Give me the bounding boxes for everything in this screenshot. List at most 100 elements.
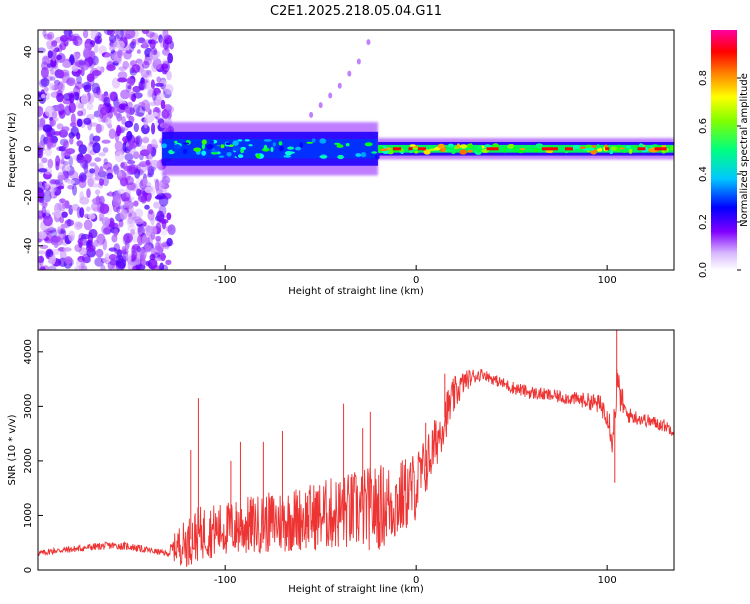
noise-blob	[47, 63, 52, 68]
noise-blob	[125, 30, 136, 39]
x-tick-label: -100	[214, 575, 237, 586]
noise-blob	[66, 77, 76, 87]
signal-blob	[364, 142, 373, 147]
noise-blob	[44, 147, 52, 157]
noise-blob	[83, 84, 92, 93]
noise-blob	[166, 70, 172, 81]
noise-blob	[69, 136, 74, 145]
noise-blob	[104, 52, 114, 61]
signal-blob	[226, 152, 232, 157]
noise-blob	[113, 163, 120, 176]
noise-blob	[59, 198, 66, 203]
noise-blob	[148, 209, 154, 215]
noise-blob	[150, 248, 156, 255]
noise-blob	[108, 128, 116, 139]
signal-blob	[596, 144, 601, 149]
noise-blob	[167, 52, 174, 64]
noise-blob	[141, 259, 147, 266]
noise-blob	[50, 179, 61, 185]
noise-blob	[74, 53, 80, 60]
y-tick-label: 1000	[23, 503, 34, 528]
noise-blob	[146, 69, 152, 75]
hot-spot	[541, 147, 558, 151]
noise-blob	[141, 235, 151, 246]
noise-blob	[99, 106, 108, 116]
noise-blob	[49, 56, 59, 69]
noise-blob	[79, 196, 90, 205]
signal-blob	[502, 147, 507, 153]
x-tick-label: 0	[413, 575, 419, 586]
noise-blob	[126, 164, 137, 176]
noise-blob	[87, 177, 94, 188]
noise-blob	[57, 82, 64, 91]
noise-blob	[54, 210, 62, 218]
noise-blob	[117, 71, 128, 80]
noise-blob	[86, 102, 94, 110]
signal-blob	[378, 150, 383, 154]
signal-blob	[225, 142, 231, 146]
noise-blob	[121, 245, 127, 255]
noise-blob	[136, 49, 141, 54]
noise-blob	[103, 30, 114, 36]
noise-blob	[58, 108, 66, 119]
noise-blob	[64, 105, 72, 116]
signal-blob	[585, 144, 593, 148]
noise-blob	[129, 196, 135, 201]
noise-blob	[76, 206, 81, 219]
signal-blob	[248, 144, 253, 147]
noise-blob	[152, 111, 159, 117]
figure-title: C2E1.2025.218.05.04.G11	[270, 4, 442, 19]
noise-blob	[41, 206, 47, 218]
colorbar-tick-label: 0.4	[698, 166, 709, 182]
noise-blob	[51, 248, 60, 255]
noise-blob	[162, 39, 169, 50]
noise-blob	[39, 197, 45, 204]
x-tick-label: 0	[413, 275, 419, 286]
noise-blob	[80, 174, 87, 181]
noise-blob	[46, 250, 54, 258]
signal-blob	[201, 143, 205, 150]
noise-blob	[79, 191, 84, 201]
signal-blob	[210, 140, 215, 143]
noise-blob	[106, 64, 116, 72]
noise-blob	[124, 153, 134, 162]
arc-blob	[366, 39, 371, 46]
noise-blob	[144, 186, 154, 194]
noise-blob	[53, 79, 61, 86]
noise-blob	[43, 91, 50, 101]
noise-blob	[142, 178, 147, 187]
noise-blob	[164, 36, 172, 45]
noise-blob	[92, 135, 101, 142]
noise-blob	[140, 77, 145, 84]
signal-blob	[336, 144, 344, 148]
noise-blob	[149, 101, 157, 107]
noise-blob	[76, 75, 82, 84]
signal-blob	[669, 145, 674, 151]
signal-blob	[628, 148, 633, 154]
noise-blob	[80, 93, 89, 105]
noise-blob	[39, 266, 46, 270]
noise-blob	[69, 122, 77, 128]
noise-blob	[145, 159, 151, 166]
noise-blob	[97, 111, 103, 123]
noise-blob	[94, 175, 101, 181]
signal-blob	[579, 146, 586, 150]
noise-blob	[59, 249, 67, 261]
signal-blob	[218, 155, 225, 158]
noise-blob	[145, 260, 151, 267]
noise-blob	[103, 158, 108, 166]
noise-blob	[167, 224, 176, 236]
noise-blob	[58, 44, 63, 53]
signal-blob	[237, 154, 244, 159]
signal-blob	[469, 143, 473, 149]
noise-blob	[117, 77, 128, 83]
signal-blob	[596, 147, 603, 152]
signal-blob	[283, 155, 292, 158]
noise-blob	[59, 35, 68, 43]
noise-blob	[96, 233, 106, 245]
noise-blob	[78, 174, 84, 182]
noise-blob	[93, 44, 99, 54]
noise-blob	[38, 255, 45, 264]
noise-blob	[38, 105, 44, 117]
